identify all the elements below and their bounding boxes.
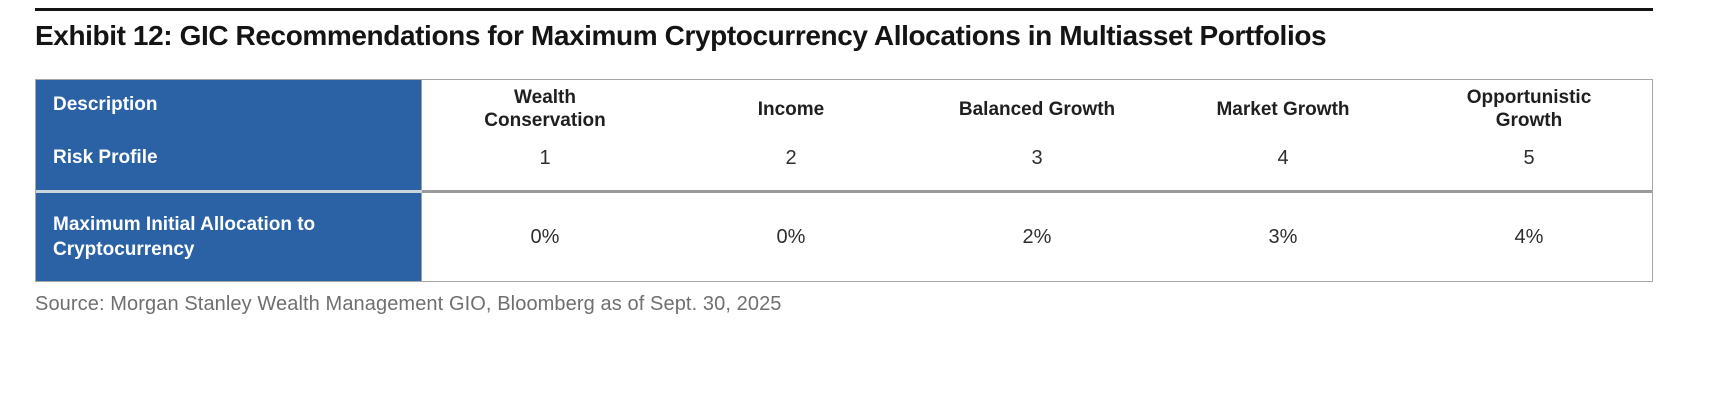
row-divider-data-segment <box>422 190 1652 193</box>
column-header: Income <box>758 80 825 138</box>
allocation-table: Description Risk Profile Wealth Conserva… <box>35 79 1653 282</box>
column-market-growth: Market Growth 4 <box>1160 80 1406 190</box>
row-label-description: Description <box>53 94 158 115</box>
row-label-max-allocation-text: Maximum Initial Allocation to Cryptocurr… <box>53 214 316 260</box>
title-divider-rule <box>35 8 1653 11</box>
column-header: Opportunistic Growth <box>1442 80 1617 138</box>
allocation-value: 3% <box>1268 225 1298 248</box>
row-divider <box>36 190 1652 193</box>
risk-profile-value: 2 <box>785 146 797 169</box>
table-allocation-row: Maximum Initial Allocation to Cryptocurr… <box>36 193 1652 281</box>
allocation-value: 0% <box>776 225 806 248</box>
table-header-rows: Description Risk Profile Wealth Conserva… <box>36 80 1652 190</box>
risk-profile-value: 5 <box>1523 146 1535 169</box>
row-label-risk-profile: Risk Profile <box>53 147 158 168</box>
allocation-value: 2% <box>1022 225 1052 248</box>
column-wealth-conservation: Wealth Conservation 1 <box>422 80 668 190</box>
column-header: Wealth Conservation <box>458 80 633 138</box>
column-header-label: Balanced Growth <box>958 98 1116 120</box>
column-income: Income 2 <box>668 80 914 190</box>
column-header-label: Wealth Conservation <box>484 87 606 131</box>
allocation-value: 4% <box>1514 225 1544 248</box>
column-header: Balanced Growth <box>959 80 1115 138</box>
risk-profile-value: 4 <box>1277 146 1289 169</box>
column-opportunistic-growth: Opportunistic Growth 5 <box>1406 80 1652 190</box>
source-note: Source: Morgan Stanley Wealth Management… <box>35 293 782 315</box>
column-header-label: Income <box>757 98 825 120</box>
exhibit-title: Exhibit 12: GIC Recommendations for Maxi… <box>35 20 1327 51</box>
column-header-label: Market Growth <box>1216 98 1350 120</box>
column-balanced-growth: Balanced Growth 3 <box>914 80 1160 190</box>
row-label-max-allocation: Maximum Initial Allocation to Cryptocurr… <box>36 193 422 281</box>
allocation-value: 0% <box>530 225 560 248</box>
column-header: Market Growth <box>1216 80 1349 138</box>
row-divider-label-segment <box>36 190 422 193</box>
risk-profile-value: 1 <box>539 146 551 169</box>
column-header-label: Opportunistic Growth <box>1466 87 1592 131</box>
risk-profile-value: 3 <box>1031 146 1043 169</box>
row-label-cell: Description Risk Profile <box>36 80 422 190</box>
